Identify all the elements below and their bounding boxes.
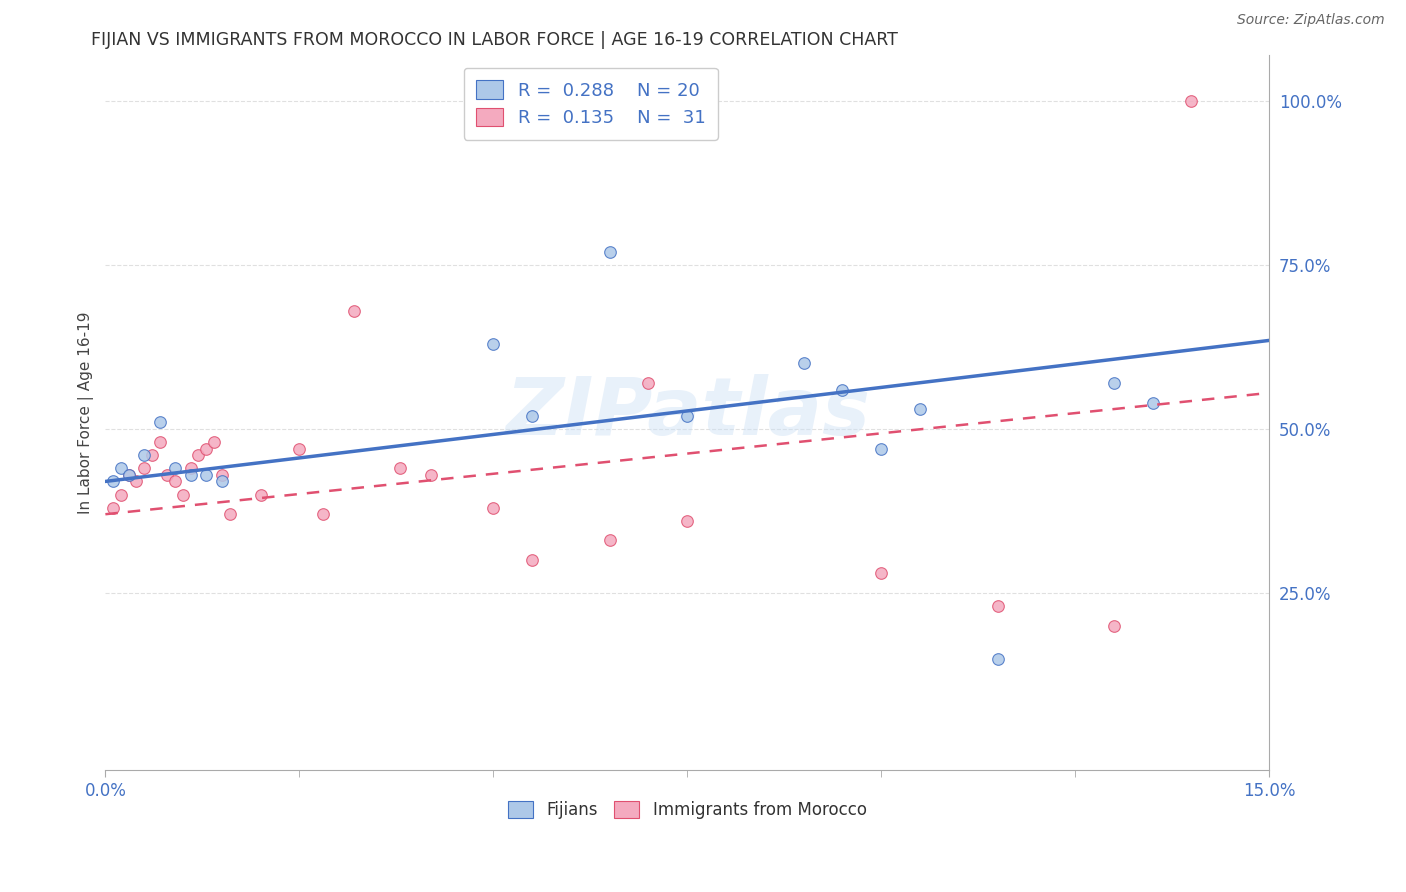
Legend: Fijians, Immigrants from Morocco: Fijians, Immigrants from Morocco (501, 795, 873, 826)
Point (389, 461, 412, 475)
Point (599, 244, 621, 259)
Point (1102, 618, 1125, 632)
Point (870, 442, 893, 456)
Point (101, 500, 124, 515)
Point (141, 448, 163, 462)
Point (870, 566, 893, 581)
Point (520, 553, 543, 567)
Point (202, 435, 225, 450)
Point (1180, 94, 1202, 108)
Point (172, 487, 194, 501)
Point (134, 461, 156, 475)
Point (180, 461, 202, 475)
Point (125, 475, 148, 489)
Point (1102, 376, 1125, 390)
Point (249, 487, 271, 501)
Point (180, 467, 202, 482)
Point (110, 461, 132, 475)
Point (793, 356, 815, 370)
Point (908, 402, 931, 417)
Point (187, 448, 209, 462)
Point (218, 507, 240, 521)
Point (482, 336, 505, 351)
Point (118, 467, 141, 482)
Point (986, 599, 1008, 613)
Point (195, 442, 218, 456)
Point (637, 376, 659, 390)
Point (118, 467, 141, 482)
Text: FIJIAN VS IMMIGRANTS FROM MOROCCO IN LABOR FORCE | AGE 16-19 CORRELATION CHART: FIJIAN VS IMMIGRANTS FROM MOROCCO IN LAB… (91, 31, 898, 49)
Point (165, 475, 187, 489)
Point (134, 448, 156, 462)
Point (110, 487, 132, 501)
Point (520, 409, 543, 423)
Point (149, 416, 172, 430)
Point (831, 383, 853, 397)
Point (149, 435, 172, 450)
Y-axis label: In Labor Force | Age 16-19: In Labor Force | Age 16-19 (79, 311, 94, 514)
Point (482, 500, 505, 515)
Point (211, 475, 233, 489)
Point (311, 507, 333, 521)
Point (288, 442, 311, 456)
Point (1142, 395, 1164, 409)
Point (676, 409, 699, 423)
Point (420, 467, 443, 482)
Point (676, 514, 699, 528)
Point (986, 651, 1008, 665)
Text: Source: ZipAtlas.com: Source: ZipAtlas.com (1237, 13, 1385, 28)
Text: ZIPatlas: ZIPatlas (505, 374, 870, 451)
Point (101, 475, 124, 489)
Point (156, 467, 179, 482)
Point (343, 304, 366, 318)
Point (165, 461, 187, 475)
Point (599, 533, 621, 548)
Point (195, 467, 218, 482)
Point (211, 467, 233, 482)
